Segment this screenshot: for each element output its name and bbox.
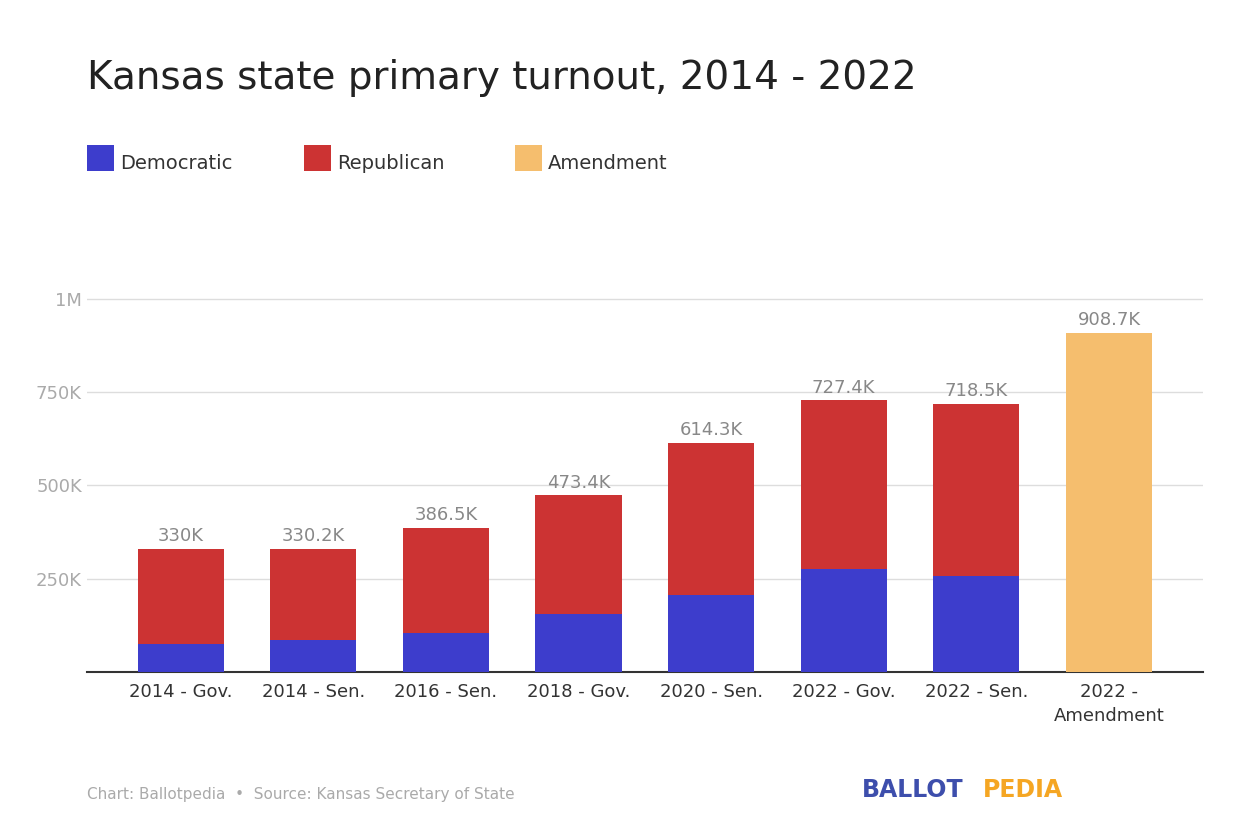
Text: 727.4K: 727.4K	[812, 379, 875, 396]
Text: 614.3K: 614.3K	[680, 421, 743, 439]
Bar	[934, 404, 1019, 575]
Text: 473.4K: 473.4K	[547, 474, 610, 491]
Bar	[801, 401, 887, 570]
Text: 908.7K: 908.7K	[1078, 311, 1141, 329]
Bar	[138, 644, 223, 672]
Text: Republican: Republican	[337, 155, 445, 173]
Bar	[801, 570, 887, 672]
Bar	[668, 443, 754, 596]
Bar	[403, 528, 489, 633]
Text: 330K: 330K	[157, 527, 203, 545]
Bar	[403, 633, 489, 672]
Text: 330.2K: 330.2K	[281, 527, 345, 545]
Bar	[270, 640, 356, 672]
Bar	[270, 549, 356, 640]
Text: BALLOT: BALLOT	[862, 778, 963, 802]
Text: 718.5K: 718.5K	[945, 382, 1008, 400]
Bar	[668, 596, 754, 672]
Text: Democratic: Democratic	[120, 155, 233, 173]
Bar	[1066, 333, 1152, 672]
Bar	[138, 549, 223, 644]
Text: Chart: Ballotpedia  •  Source: Kansas Secretary of State: Chart: Ballotpedia • Source: Kansas Secr…	[87, 787, 515, 802]
Bar	[536, 496, 621, 614]
Text: Amendment: Amendment	[548, 155, 667, 173]
Bar	[536, 614, 621, 672]
Text: Kansas state primary turnout, 2014 - 2022: Kansas state primary turnout, 2014 - 202…	[87, 59, 916, 97]
Bar	[934, 575, 1019, 672]
Text: PEDIA: PEDIA	[983, 778, 1064, 802]
Text: 386.5K: 386.5K	[414, 506, 477, 524]
